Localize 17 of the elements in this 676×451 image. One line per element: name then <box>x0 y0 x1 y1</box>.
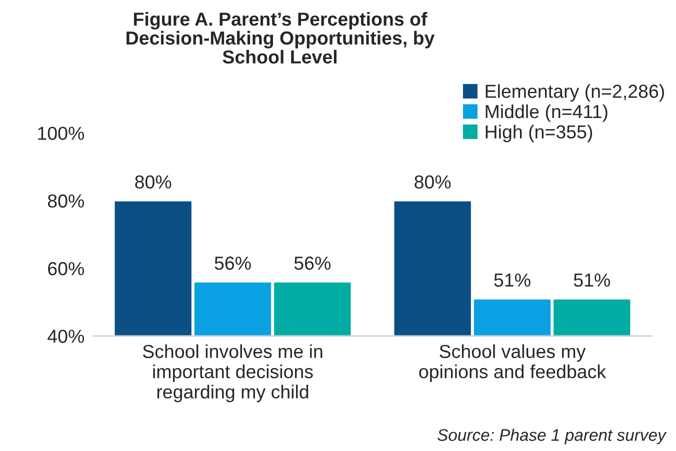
text: 56% <box>214 256 251 270</box>
text: 51% <box>574 274 610 287</box>
x-tick-label: School values my opinions and feedback <box>419 344 606 382</box>
legend-label: Middle (n=411) <box>486 104 608 122</box>
legend-label: Elementary (n=2,286) <box>486 84 664 102</box>
text: 51% <box>494 274 530 287</box>
chart-title: Figure A. Parent’s Perceptions of Decision-Making Opportunities, by School Level <box>126 12 435 64</box>
text: 80% <box>414 175 451 189</box>
y-tick-label: 60% <box>48 262 84 276</box>
y-tick-label: 40% <box>48 330 84 343</box>
x-tick-label: School involves me in important decisions regarding my child <box>142 344 322 402</box>
text: 56% <box>294 256 331 270</box>
text: 80% <box>135 175 172 189</box>
y-tick-label: 80% <box>48 194 84 208</box>
y-tick-label: 100% <box>38 126 84 140</box>
legend-label: High (n=355) <box>486 124 592 142</box>
source-note: Source: Phase 1 parent survey <box>438 428 667 444</box>
